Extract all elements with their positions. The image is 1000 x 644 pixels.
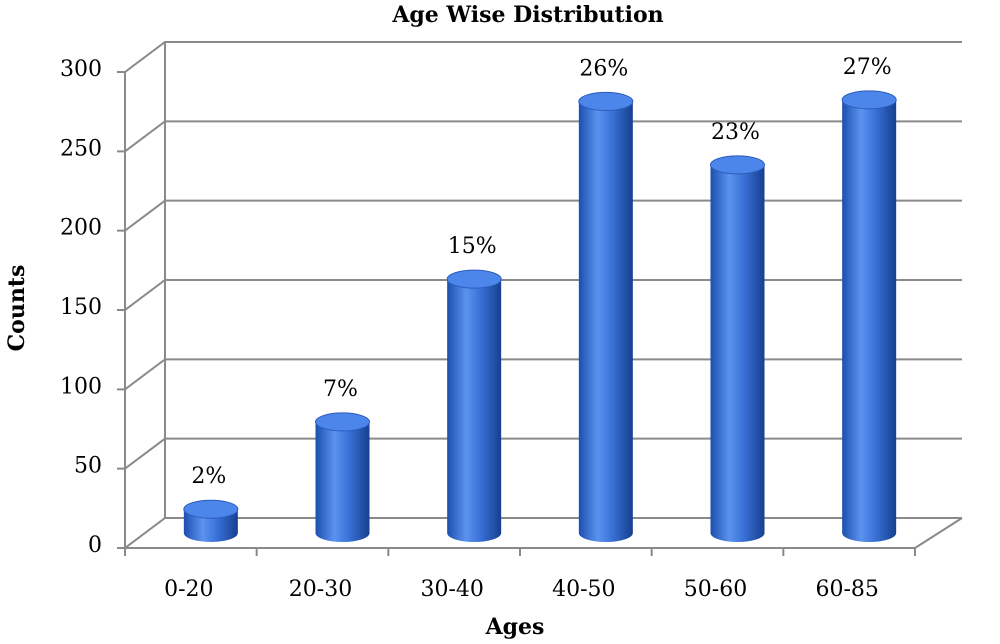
x-tick-label: 0-20 [164, 577, 213, 602]
y-tick-label: 200 [60, 216, 102, 241]
chart-title: Age Wise Distribution [391, 2, 663, 28]
y-axis-label: Counts [4, 265, 30, 352]
bar-top [183, 499, 239, 519]
y-tick-label: 250 [60, 136, 102, 161]
bar [710, 155, 765, 542]
bar-top [446, 269, 502, 289]
bar [842, 90, 897, 542]
grid-line [117, 279, 962, 311]
x-tick-label: 40-50 [552, 577, 615, 602]
y-tick-label: 150 [60, 295, 102, 320]
x-tick-label: 60-85 [815, 577, 878, 602]
x-tick-label: 50-60 [684, 577, 747, 602]
y-tick-label: 100 [60, 374, 102, 399]
grid-line [117, 358, 962, 391]
data-label: 27% [843, 55, 892, 80]
bar-top [710, 155, 765, 175]
bar [578, 92, 633, 542]
bar-top [315, 412, 370, 432]
data-label: 2% [191, 464, 226, 489]
grid-line [117, 437, 962, 470]
floor-edge [914, 517, 963, 549]
x-axis-label: Ages [485, 614, 545, 640]
x-tick-label: 30-40 [420, 577, 483, 602]
data-label: 26% [579, 56, 628, 81]
bar-top [578, 91, 634, 111]
y-tick-label: 0 [88, 533, 102, 558]
y-tick-label: 300 [60, 57, 102, 82]
bar-top [841, 90, 897, 110]
grid-line [117, 120, 962, 153]
bar [447, 270, 502, 542]
data-label: 23% [711, 120, 760, 145]
x-tick-label: 20-30 [289, 577, 352, 602]
grid-line [117, 41, 962, 73]
y-tick-label: 50 [74, 454, 102, 479]
bar [315, 412, 370, 542]
data-label: 7% [323, 377, 358, 402]
grid-line [117, 199, 962, 232]
grid-line [117, 517, 962, 549]
data-label: 15% [448, 234, 497, 259]
